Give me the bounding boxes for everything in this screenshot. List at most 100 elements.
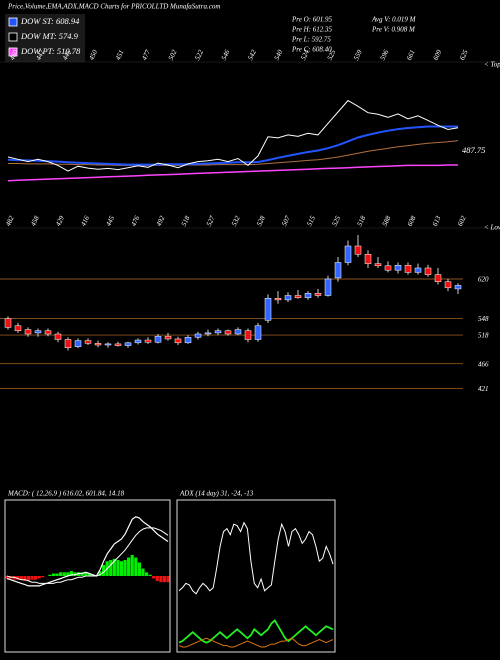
histogram-bar bbox=[41, 576, 45, 578]
histogram-bar bbox=[73, 572, 77, 576]
histogram-bar bbox=[30, 576, 34, 580]
peak-label: 625 bbox=[458, 48, 470, 61]
candle-body bbox=[134, 339, 142, 344]
candle-body bbox=[174, 338, 182, 344]
peak-label: 450 bbox=[87, 48, 99, 61]
level-label: 466 bbox=[478, 360, 489, 368]
candle-body bbox=[164, 335, 172, 340]
candle-body bbox=[444, 281, 452, 289]
legend-swatch bbox=[8, 17, 18, 27]
candle-body bbox=[264, 298, 272, 321]
trough-label: 482 bbox=[4, 214, 16, 227]
candle-body bbox=[454, 285, 462, 290]
candle-body bbox=[84, 340, 92, 344]
adx-frame bbox=[176, 499, 336, 653]
trough-label: 602 bbox=[456, 214, 468, 227]
peak-label: 542 bbox=[246, 48, 258, 61]
page-title: Price,Volume,EMA,ADX,MACD Charts for PRI… bbox=[7, 3, 220, 11]
trough-label: 613 bbox=[431, 214, 443, 227]
price-line bbox=[7, 125, 458, 166]
candle-body bbox=[34, 330, 42, 334]
peak-label: 477 bbox=[140, 48, 152, 61]
histogram-bar bbox=[152, 576, 156, 579]
candle-body bbox=[304, 293, 312, 298]
candle-body bbox=[54, 333, 62, 340]
histogram-bar bbox=[59, 572, 63, 576]
trough-label: 476 bbox=[130, 214, 142, 227]
candle-body bbox=[74, 340, 82, 347]
candle-body bbox=[144, 339, 152, 343]
peak-label: 451 bbox=[114, 49, 126, 62]
info-text: Pre L: 592.75 bbox=[291, 36, 331, 44]
candle-body bbox=[14, 325, 22, 331]
histogram-bar bbox=[34, 576, 38, 580]
macd-frame bbox=[4, 499, 171, 653]
histogram-bar bbox=[62, 572, 66, 576]
peak-label: 524 bbox=[299, 48, 311, 61]
trough-label: 608 bbox=[406, 214, 418, 227]
trough-label: 515 bbox=[305, 214, 317, 227]
signal-line bbox=[6, 527, 169, 584]
histogram-bar bbox=[130, 555, 134, 576]
histogram-bar bbox=[48, 574, 52, 576]
trough-label: 525 bbox=[330, 214, 342, 227]
info-text: Pre V: 0.908 M bbox=[371, 26, 416, 34]
adx-line bbox=[178, 618, 334, 644]
candle-body bbox=[414, 267, 422, 273]
info-text: Avg V: 0.019 M bbox=[371, 16, 417, 24]
trough-label: 445 bbox=[104, 214, 116, 227]
histogram-bar bbox=[84, 572, 88, 576]
peak-label: 522 bbox=[193, 48, 205, 61]
peak-label: 596 bbox=[379, 48, 391, 61]
peak-label: 609 bbox=[432, 48, 444, 61]
peak-label: 661 bbox=[405, 49, 417, 62]
candle-body bbox=[384, 265, 392, 271]
histogram-bar bbox=[148, 574, 152, 576]
histogram-bar bbox=[55, 573, 59, 576]
candle-body bbox=[94, 343, 102, 346]
trough-label: 507 bbox=[280, 214, 292, 227]
histogram-bar bbox=[37, 576, 41, 579]
histogram-bar bbox=[80, 572, 84, 576]
info-text: Pre O: 601.95 bbox=[291, 16, 332, 24]
candle-body bbox=[394, 265, 402, 271]
candle-body bbox=[364, 254, 372, 264]
trough-label: 458 bbox=[29, 214, 41, 227]
histogram-bar bbox=[144, 572, 149, 576]
candle-body bbox=[434, 274, 442, 283]
trough-label: 416 bbox=[79, 214, 91, 227]
candle-body bbox=[274, 298, 282, 301]
histogram-bar bbox=[5, 576, 9, 579]
price-line bbox=[7, 99, 459, 172]
candle-body bbox=[294, 295, 302, 298]
histogram-bar bbox=[98, 571, 102, 576]
adx-line bbox=[178, 521, 334, 595]
histogram-bar bbox=[66, 572, 70, 576]
price-line bbox=[8, 140, 459, 166]
info-text: Pre H: 612.35 bbox=[291, 26, 332, 34]
candle-body bbox=[244, 330, 252, 340]
side-label: < Tops bbox=[484, 61, 500, 69]
candle-body bbox=[184, 337, 192, 344]
histogram-bar bbox=[159, 576, 163, 583]
histogram-bar bbox=[112, 558, 116, 576]
level-label: 620 bbox=[478, 276, 489, 284]
histogram-bar bbox=[23, 576, 27, 581]
candle-body bbox=[4, 318, 12, 328]
price-line bbox=[7, 164, 458, 182]
peak-label: 546 bbox=[220, 48, 232, 61]
histogram-bar bbox=[19, 576, 23, 580]
side-label: < Lows bbox=[484, 224, 500, 232]
trough-label: 527 bbox=[205, 214, 217, 227]
legend-swatch bbox=[8, 32, 18, 42]
histogram-bar bbox=[119, 561, 124, 576]
candle-body bbox=[154, 335, 162, 343]
peak-label: 502 bbox=[167, 48, 179, 61]
peak-label: 525 bbox=[326, 48, 338, 61]
candle-body bbox=[254, 325, 262, 340]
candle-body bbox=[204, 332, 212, 335]
histogram-bar bbox=[116, 559, 120, 576]
histogram-bar bbox=[109, 559, 113, 576]
peak-label: 447 bbox=[34, 48, 46, 61]
